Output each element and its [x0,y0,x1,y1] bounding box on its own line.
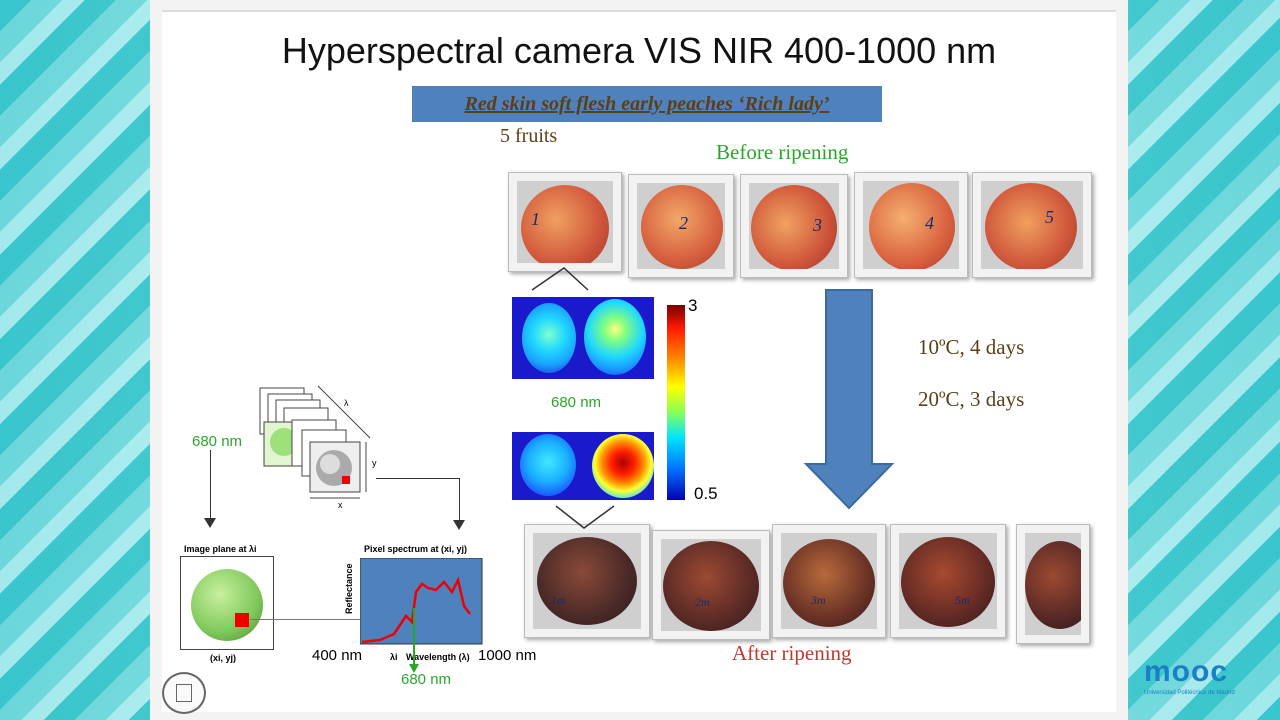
heatmap-top [512,297,654,379]
fruit-number: 3 [813,215,822,235]
mooc-logo: mooc Universidad Politécnica de Madrid [1144,655,1260,696]
before-ripening-label: Before ripening [716,140,849,164]
y-label: y [372,458,377,468]
image-plane-coords: (xi, yj) [210,653,237,663]
reflectance-label: Reflectance [344,563,354,614]
before-photo-3: 3 [740,174,848,278]
before-photo-2: 2 [628,174,734,278]
fruit-number: 2 [679,213,688,233]
before-photo-5: 5 [972,172,1092,278]
lambda-label: λ [344,398,349,408]
pixel-spectrum-title: Pixel spectrum at (xi, yj) [364,544,468,554]
banner-text: Red skin soft flesh early peaches ‘Rich … [464,92,830,115]
mooc-logo-mark: mooc [1144,655,1228,688]
fruit-number: 5m [955,593,970,607]
colorbar-min: 0.5 [694,484,718,503]
lambda-i-label: λi [390,652,398,662]
x-label: x [338,500,343,510]
slide: Hyperspectral camera VIS NIR 400-1000 nm… [150,0,1128,720]
range-end: 1000 nm [478,647,537,664]
condition-2: 20ºC, 3 days [918,387,1025,411]
before-photo-1: 1 [508,172,622,272]
after-photo-5 [1016,524,1090,644]
fruit-number: 4 [925,213,934,233]
connector-bottom [555,505,615,529]
range-start: 400 nm [312,647,363,664]
image-plane-title: Image plane at λi [184,544,257,554]
spectrum-plot [360,558,483,645]
heatmap-wavelength: 680 nm [551,394,602,411]
fruits-label: 5 fruits [500,125,558,147]
background-left [0,0,150,720]
down-arrow [803,289,895,510]
cube-wavelength-label: 680 nm [192,433,243,450]
image-plane [180,556,274,650]
banner: Red skin soft flesh early peaches ‘Rich … [412,86,882,122]
background-right [1128,0,1280,720]
after-photo-4: 5m [890,524,1006,638]
after-photo-2: 2m [652,530,770,640]
fruit-number: 2m [695,595,710,609]
colorbar-max: 3 [688,296,698,315]
condition-1: 10ºC, 4 days [918,335,1025,359]
after-ripening-label: After ripening [732,641,852,665]
mooc-subtitle: Universidad Politécnica de Madrid [1144,690,1235,696]
before-photo-4: 4 [854,172,968,278]
after-photo-3: 3m [772,524,886,638]
connector-top [531,267,589,291]
fruit-number: 1 [531,209,540,229]
colorbar [667,305,685,500]
fruit-number: 3m [811,593,826,607]
spectrum-marker-label: 680 nm [401,671,452,688]
after-photo-1: 1m [524,524,650,638]
slide-title: Hyperspectral camera VIS NIR 400-1000 nm [281,30,997,71]
fruit-number: 5 [1045,207,1054,227]
university-seal [162,672,206,714]
wavelength-axis-label: Wavelength (λ) [406,652,470,662]
heatmap-bottom [512,432,654,500]
svg-text:mooc: mooc [1144,655,1228,685]
fruit-number: 1m [551,593,566,607]
hypercube-diagram [259,385,371,499]
